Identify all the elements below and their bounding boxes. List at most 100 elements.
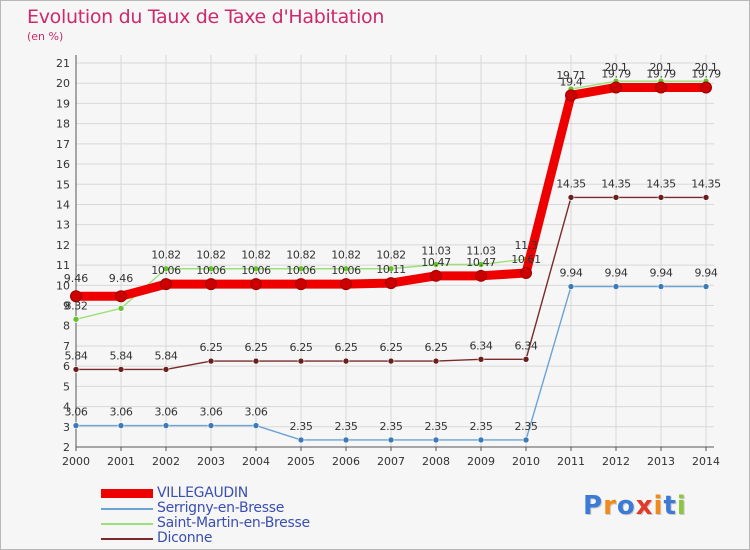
data-point-serrigny-en-bresse — [657, 283, 665, 290]
data-label-villegaudin: 10.61 — [511, 253, 541, 266]
y-tick-label: 17 — [56, 138, 70, 151]
data-point-diconne — [162, 366, 170, 373]
data-label-serrigny-en-bresse: 9.94 — [605, 267, 628, 280]
data-label-saint-martin-en-bresse: 19.71 — [556, 69, 586, 82]
series-layer — [70, 77, 712, 444]
data-label-serrigny-en-bresse: 2.35 — [290, 420, 313, 433]
data-label-saint-martin-en-bresse: 8.32 — [65, 299, 88, 312]
data-label-diconne: 5.84 — [155, 349, 178, 362]
legend-swatch-serrigny-en-bresse — [101, 508, 153, 510]
y-tick-label: 18 — [56, 118, 70, 131]
data-label-villegaudin: 19.4 — [560, 75, 583, 88]
data-point-saint-martin-en-bresse — [117, 305, 125, 312]
data-point-villegaudin — [520, 266, 532, 279]
data-point-serrigny-en-bresse — [117, 422, 125, 429]
legend-label-diconne: Diconne — [157, 530, 213, 546]
data-label-villegaudin: 10.06 — [331, 264, 361, 277]
data-point-villegaudin — [115, 290, 127, 303]
data-label-villegaudin: 10.47 — [421, 256, 451, 269]
axis-layer: 2 3 4 5 6 7 8 9 10 11 12 13 14 15 16 17 18 19 20 21 2000 2001… — [56, 55, 720, 468]
x-tick-label: 2003 — [197, 455, 225, 468]
y-tick-label: 15 — [56, 178, 70, 191]
data-label-villegaudin: 10.06 — [151, 264, 181, 277]
data-label-serrigny-en-bresse: 2.35 — [380, 420, 403, 433]
data-point-diconne — [297, 357, 305, 365]
x-tick-label: 2011 — [557, 455, 585, 468]
data-point-villegaudin — [565, 89, 577, 102]
data-label-diconne: 6.25 — [335, 341, 358, 354]
data-point-serrigny-en-bresse — [477, 436, 485, 444]
data-point-villegaudin — [205, 278, 217, 291]
data-label-serrigny-en-bresse: 3.06 — [155, 406, 178, 419]
data-point-diconne — [657, 194, 665, 201]
data-point-saint-martin-en-bresse — [432, 261, 440, 268]
y-tick-label: 6 — [63, 360, 70, 373]
data-point-villegaudin — [475, 269, 487, 282]
y-tick-label: 7 — [63, 340, 70, 353]
data-label-villegaudin: 10.06 — [286, 264, 316, 277]
chart-subtitle: (en %) — [27, 30, 64, 43]
data-label-villegaudin: 10.47 — [466, 256, 496, 269]
data-label-serrigny-en-bresse: 2.35 — [425, 420, 448, 433]
y-tick-label: 8 — [63, 320, 70, 333]
data-point-villegaudin — [700, 81, 712, 94]
y-tick-label: 13 — [56, 219, 70, 232]
data-point-serrigny-en-bresse — [342, 436, 350, 444]
proxiti-logo[interactable]: Proxiti — [583, 491, 687, 521]
data-label-saint-martin-en-bresse: 10.82 — [151, 249, 181, 262]
data-label-saint-martin-en-bresse: 20.1 — [650, 61, 673, 74]
data-point-diconne — [477, 355, 485, 363]
x-tick-label: 2010 — [512, 455, 540, 468]
data-label-saint-martin-en-bresse: 11.03 — [466, 244, 496, 257]
data-label-villegaudin: 10.06 — [196, 264, 226, 277]
data-label-diconne: 14.35 — [646, 177, 676, 190]
data-point-serrigny-en-bresse — [522, 436, 530, 444]
data-point-saint-martin-en-bresse — [477, 261, 485, 268]
y-tick-label: 2 — [63, 441, 70, 454]
data-label-saint-martin-en-bresse: 11.3 — [515, 239, 538, 252]
x-tick-label: 2004 — [242, 455, 270, 468]
data-point-diconne — [702, 194, 710, 201]
x-tick-label: 2006 — [332, 455, 360, 468]
data-label-saint-martin-en-bresse: 20.1 — [695, 61, 718, 74]
y-tick-label: 21 — [56, 57, 70, 70]
data-point-villegaudin — [295, 278, 307, 291]
legend-label-saint-martin-en-bresse: Saint-Martin-en-Bresse — [157, 515, 310, 531]
data-label-saint-martin-en-bresse: 10.82 — [241, 249, 271, 262]
y-tick-label: 14 — [56, 198, 70, 211]
data-label-diconne: 6.25 — [425, 341, 448, 354]
data-point-saint-martin-en-bresse — [387, 265, 395, 273]
y-tick-label: 12 — [56, 239, 70, 252]
data-label-saint-martin-en-bresse: 10.82 — [196, 249, 226, 262]
data-label-saint-martin-en-bresse: 10.82 — [331, 249, 361, 262]
data-label-saint-martin-en-bresse: 20.1 — [605, 61, 628, 74]
data-point-saint-martin-en-bresse — [207, 265, 215, 273]
data-point-villegaudin — [610, 81, 622, 94]
data-label-serrigny-en-bresse: 3.06 — [65, 406, 88, 419]
x-tick-label: 2008 — [422, 455, 450, 468]
data-label-villegaudin: 19.79 — [601, 67, 631, 80]
data-point-saint-martin-en-bresse — [342, 265, 350, 273]
y-tick-label: 16 — [56, 158, 70, 171]
x-tick-label: 2002 — [152, 455, 180, 468]
data-point-villegaudin — [340, 278, 352, 291]
data-label-diconne: 6.34 — [515, 339, 538, 352]
logo-letter: o — [616, 491, 636, 521]
data-point-serrigny-en-bresse — [207, 422, 215, 429]
data-point-diconne — [522, 355, 530, 363]
data-label-serrigny-en-bresse: 9.94 — [560, 267, 583, 280]
data-point-villegaudin — [160, 278, 172, 291]
logo-letter: P — [583, 491, 604, 521]
data-point-serrigny-en-bresse — [162, 422, 170, 429]
chart-title: Evolution du Taux de Taxe d'Habitation — [27, 6, 385, 28]
data-label-serrigny-en-bresse: 3.06 — [245, 406, 268, 419]
data-point-diconne — [567, 194, 575, 201]
x-tick-label: 2012 — [602, 455, 630, 468]
data-label-diconne: 6.25 — [290, 341, 313, 354]
data-point-villegaudin — [430, 269, 442, 282]
logo-letter: r — [603, 491, 617, 521]
x-tick-label: 2005 — [287, 455, 315, 468]
data-point-villegaudin — [70, 290, 82, 303]
data-label-diconne: 14.35 — [691, 177, 721, 190]
